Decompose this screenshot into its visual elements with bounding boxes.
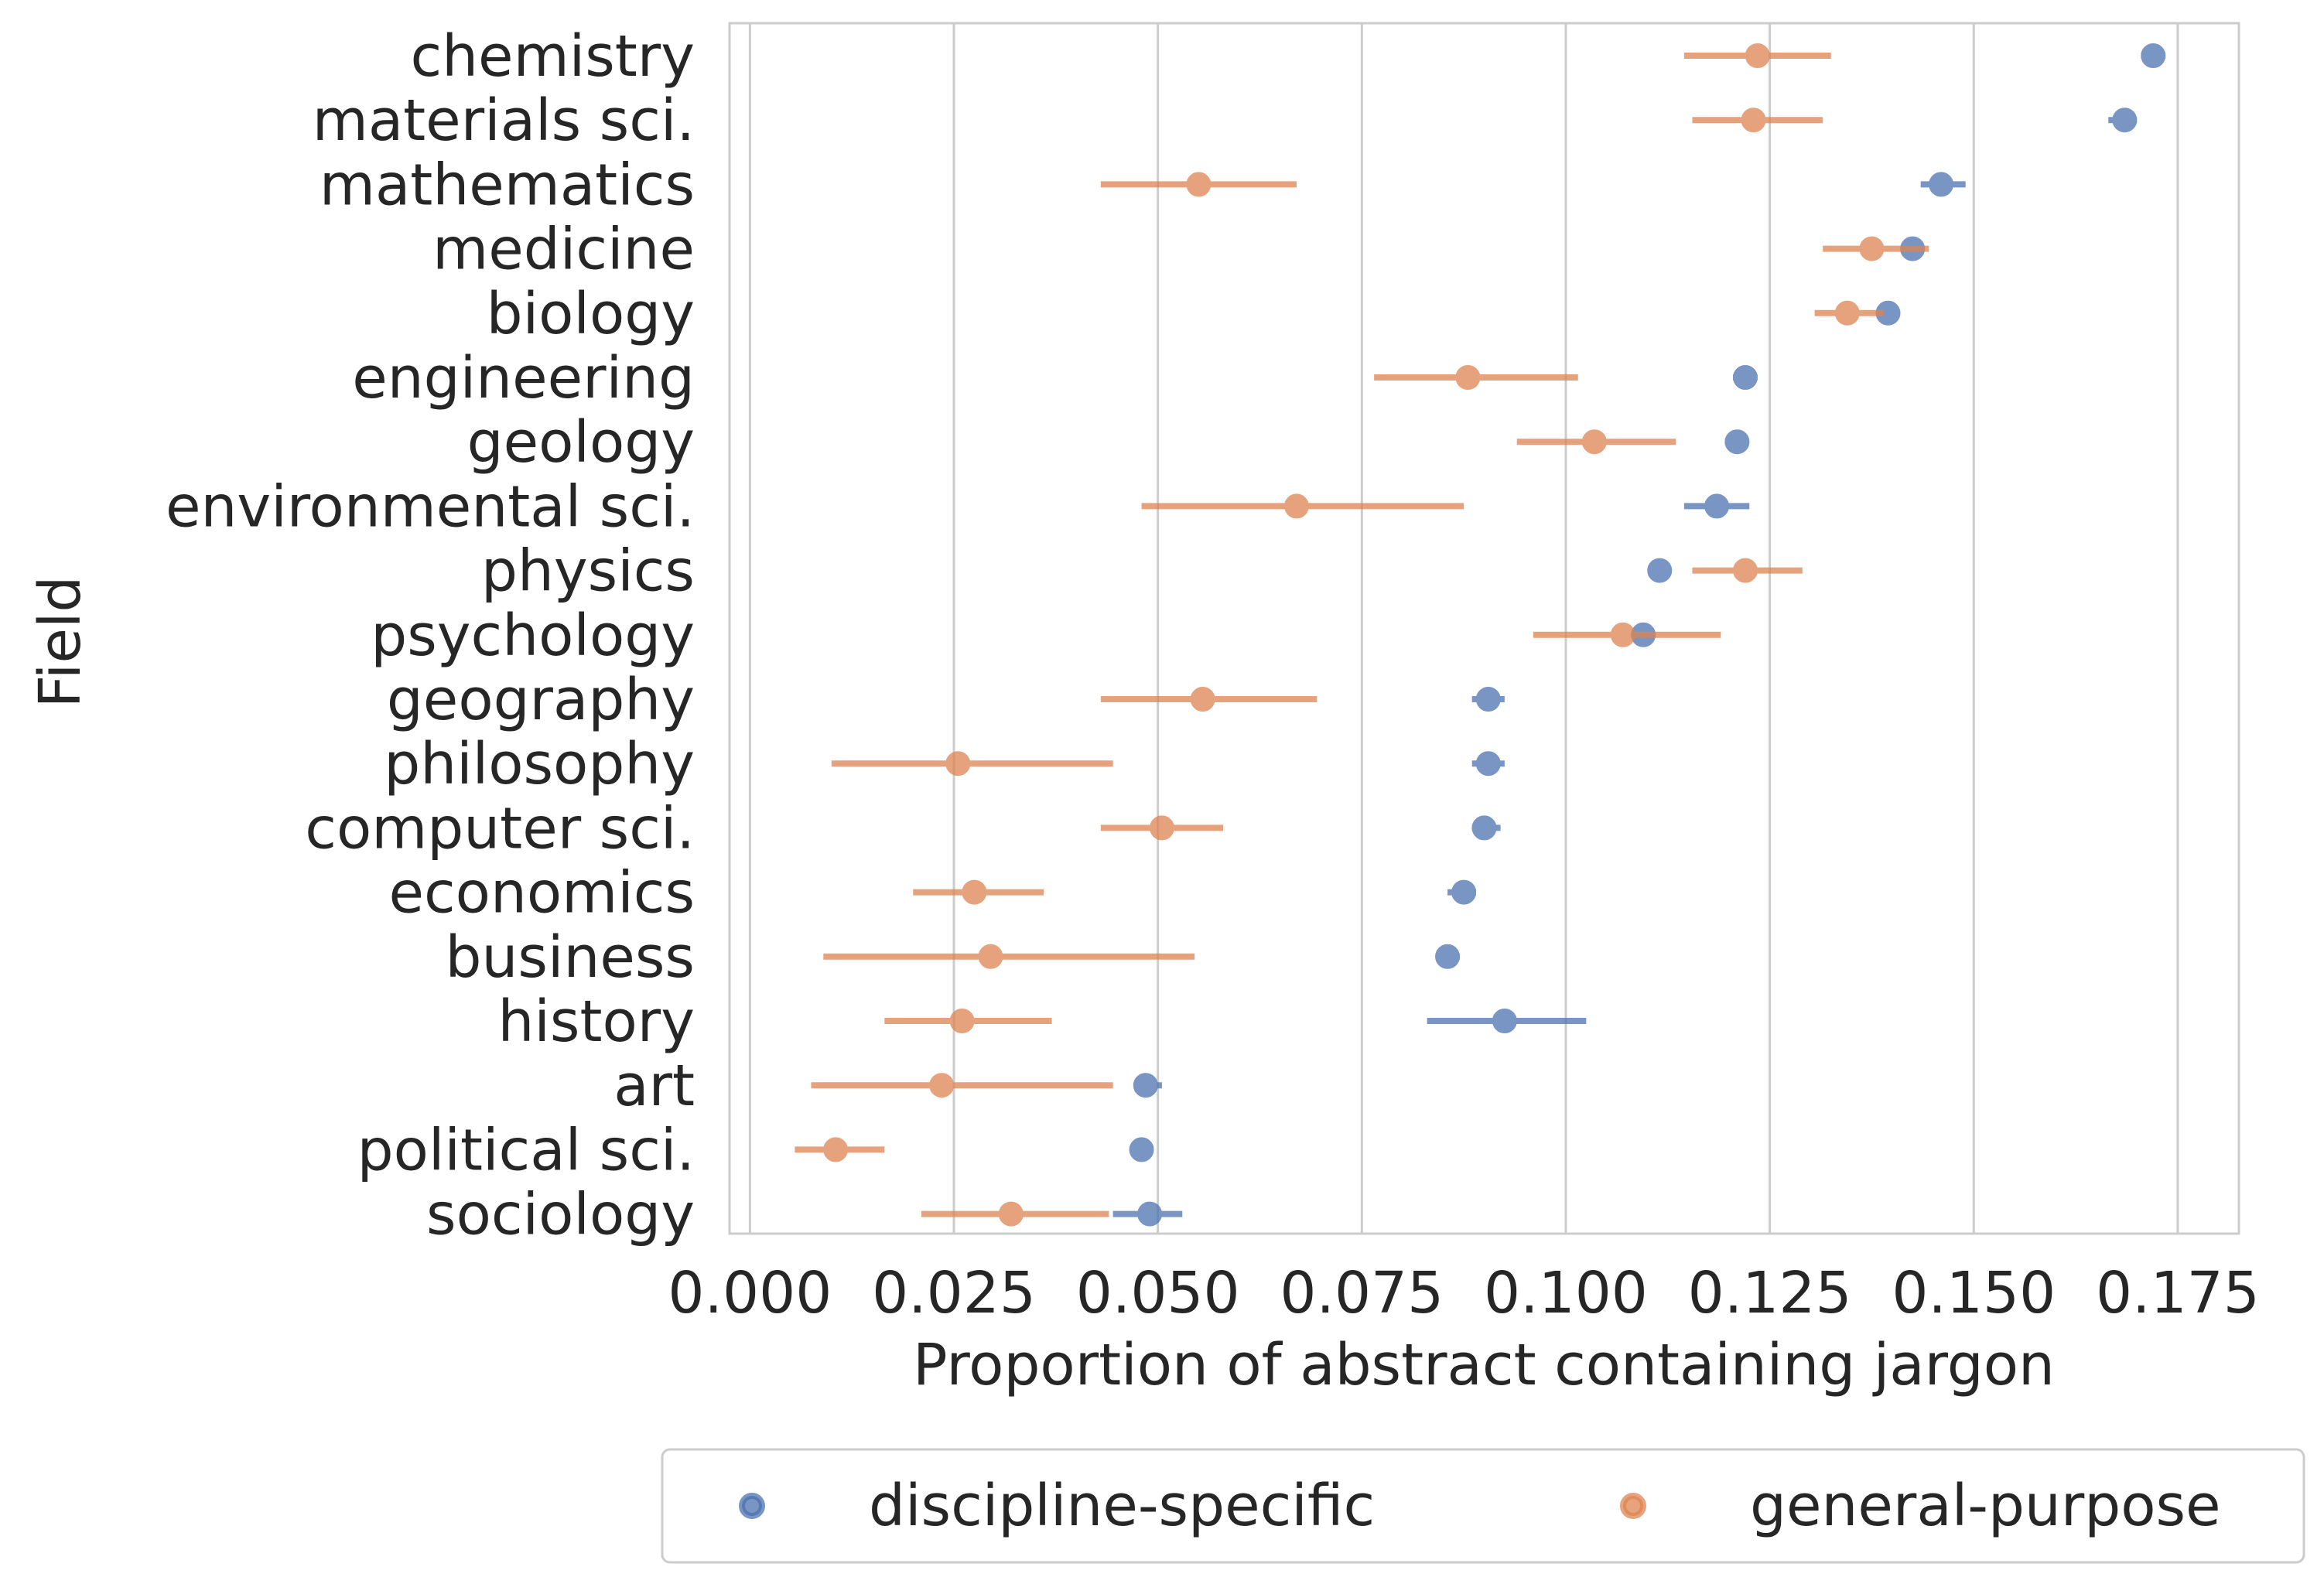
x-tick-label-2: 0.050 — [1076, 1260, 1240, 1326]
point-general-purpose-mathematics — [1186, 172, 1212, 197]
y-tick-label-business: business — [445, 924, 695, 991]
point-discipline-specific-chemistry — [2141, 43, 2166, 68]
y-tick-label-sociology: sociology — [426, 1182, 695, 1248]
x-gridlines — [748, 23, 2179, 1234]
y-tick-label-environmental-sci: environmental sci. — [166, 473, 695, 540]
y-tick-label-geography: geography — [387, 667, 695, 733]
y-tick-label-biology: biology — [487, 281, 695, 347]
point-general-purpose-materials-sci — [1741, 108, 1766, 133]
point-discipline-specific-geology — [1724, 429, 1750, 455]
x-axis-title: Proportion of abstract containing jargon — [913, 1332, 2055, 1398]
point-discipline-specific-history — [1492, 1009, 1517, 1033]
point-general-purpose-history — [949, 1009, 975, 1033]
point-discipline-specific-business — [1435, 944, 1461, 969]
y-tick-label-art: art — [613, 1053, 695, 1119]
series-discipline-specific — [1112, 43, 2166, 1227]
y-tick-label-mathematics: mathematics — [320, 152, 695, 218]
x-tick-label-5: 0.125 — [1688, 1260, 1852, 1326]
x-tick-labels: 0.000 0.025 0.050 0.075 0.100 0.125 0.150 0.175 — [668, 1260, 2259, 1326]
point-general-purpose-art — [929, 1073, 955, 1098]
y-tick-label-computer-sci: computer sci. — [305, 795, 695, 862]
plot-frame — [728, 22, 2240, 1235]
point-discipline-specific-physics — [1647, 558, 1673, 583]
point-general-purpose-economics — [962, 879, 987, 905]
y-tick-label-psychology: psychology — [371, 603, 695, 669]
x-tick-label-4: 0.100 — [1484, 1260, 1648, 1326]
point-discipline-specific-materials-sci — [2112, 108, 2138, 133]
point-discipline-specific-mathematics — [1929, 172, 1954, 197]
x-tick-label-6: 0.150 — [1892, 1260, 2056, 1326]
point-discipline-specific-sociology — [1137, 1201, 1163, 1227]
point-general-purpose-engineering — [1455, 365, 1481, 390]
point-discipline-specific-environmental-sci — [1704, 493, 1730, 519]
legend: discipline-specific general-purpose — [661, 1448, 2305, 1564]
point-discipline-specific-economics — [1451, 879, 1477, 905]
x-tick-label-0: 0.000 — [668, 1260, 832, 1326]
y-tick-label-materials-sci: materials sci. — [313, 87, 695, 154]
y-tick-label-economics: economics — [388, 860, 695, 927]
point-general-purpose-psychology — [1610, 622, 1635, 647]
y-axis-title: Field — [27, 576, 94, 708]
y-tick-label-chemistry: chemistry — [410, 23, 695, 90]
point-general-purpose-political-sci — [823, 1137, 849, 1162]
point-discipline-specific-computer-sci — [1471, 815, 1497, 841]
point-general-purpose-biology — [1834, 300, 1860, 326]
point-general-purpose-philosophy — [945, 751, 971, 777]
y-tick-label-medicine: medicine — [432, 217, 695, 283]
point-general-purpose-computer-sci — [1149, 815, 1174, 841]
point-general-purpose-medicine — [1859, 236, 1885, 261]
point-general-purpose-chemistry — [1745, 43, 1770, 68]
x-tick-label-1: 0.025 — [872, 1260, 1036, 1326]
point-general-purpose-sociology — [998, 1201, 1024, 1227]
y-tick-label-physics: physics — [481, 538, 695, 605]
legend-marker-discipline-specific — [739, 1493, 765, 1519]
point-discipline-specific-philosophy — [1475, 751, 1501, 777]
point-discipline-specific-engineering — [1732, 365, 1758, 390]
y-tick-label-political-sci: political sci. — [357, 1117, 695, 1183]
legend-marker-general-purpose — [1620, 1493, 1646, 1519]
point-discipline-specific-art — [1133, 1073, 1158, 1098]
point-general-purpose-geology — [1581, 429, 1607, 455]
series-general-purpose — [795, 43, 1929, 1227]
y-tick-label-engineering: engineering — [352, 345, 695, 411]
data-marks — [795, 43, 2166, 1227]
y-tick-label-philosophy: philosophy — [384, 731, 695, 797]
legend-label-discipline-specific: discipline-specific — [869, 1473, 1375, 1539]
point-general-purpose-geography — [1190, 687, 1215, 712]
point-general-purpose-environmental-sci — [1283, 493, 1309, 519]
y-tick-label-history: history — [497, 988, 695, 1055]
x-tick-label-7: 0.175 — [2096, 1260, 2260, 1326]
point-discipline-specific-geography — [1475, 687, 1501, 712]
y-tick-label-geology: geology — [467, 409, 695, 476]
point-general-purpose-physics — [1732, 558, 1758, 583]
x-tick-label-3: 0.075 — [1280, 1260, 1444, 1326]
legend-label-general-purpose: general-purpose — [1750, 1473, 2221, 1539]
point-general-purpose-business — [978, 944, 1003, 969]
legend-frame — [661, 1448, 2305, 1564]
point-discipline-specific-political-sci — [1129, 1137, 1154, 1162]
